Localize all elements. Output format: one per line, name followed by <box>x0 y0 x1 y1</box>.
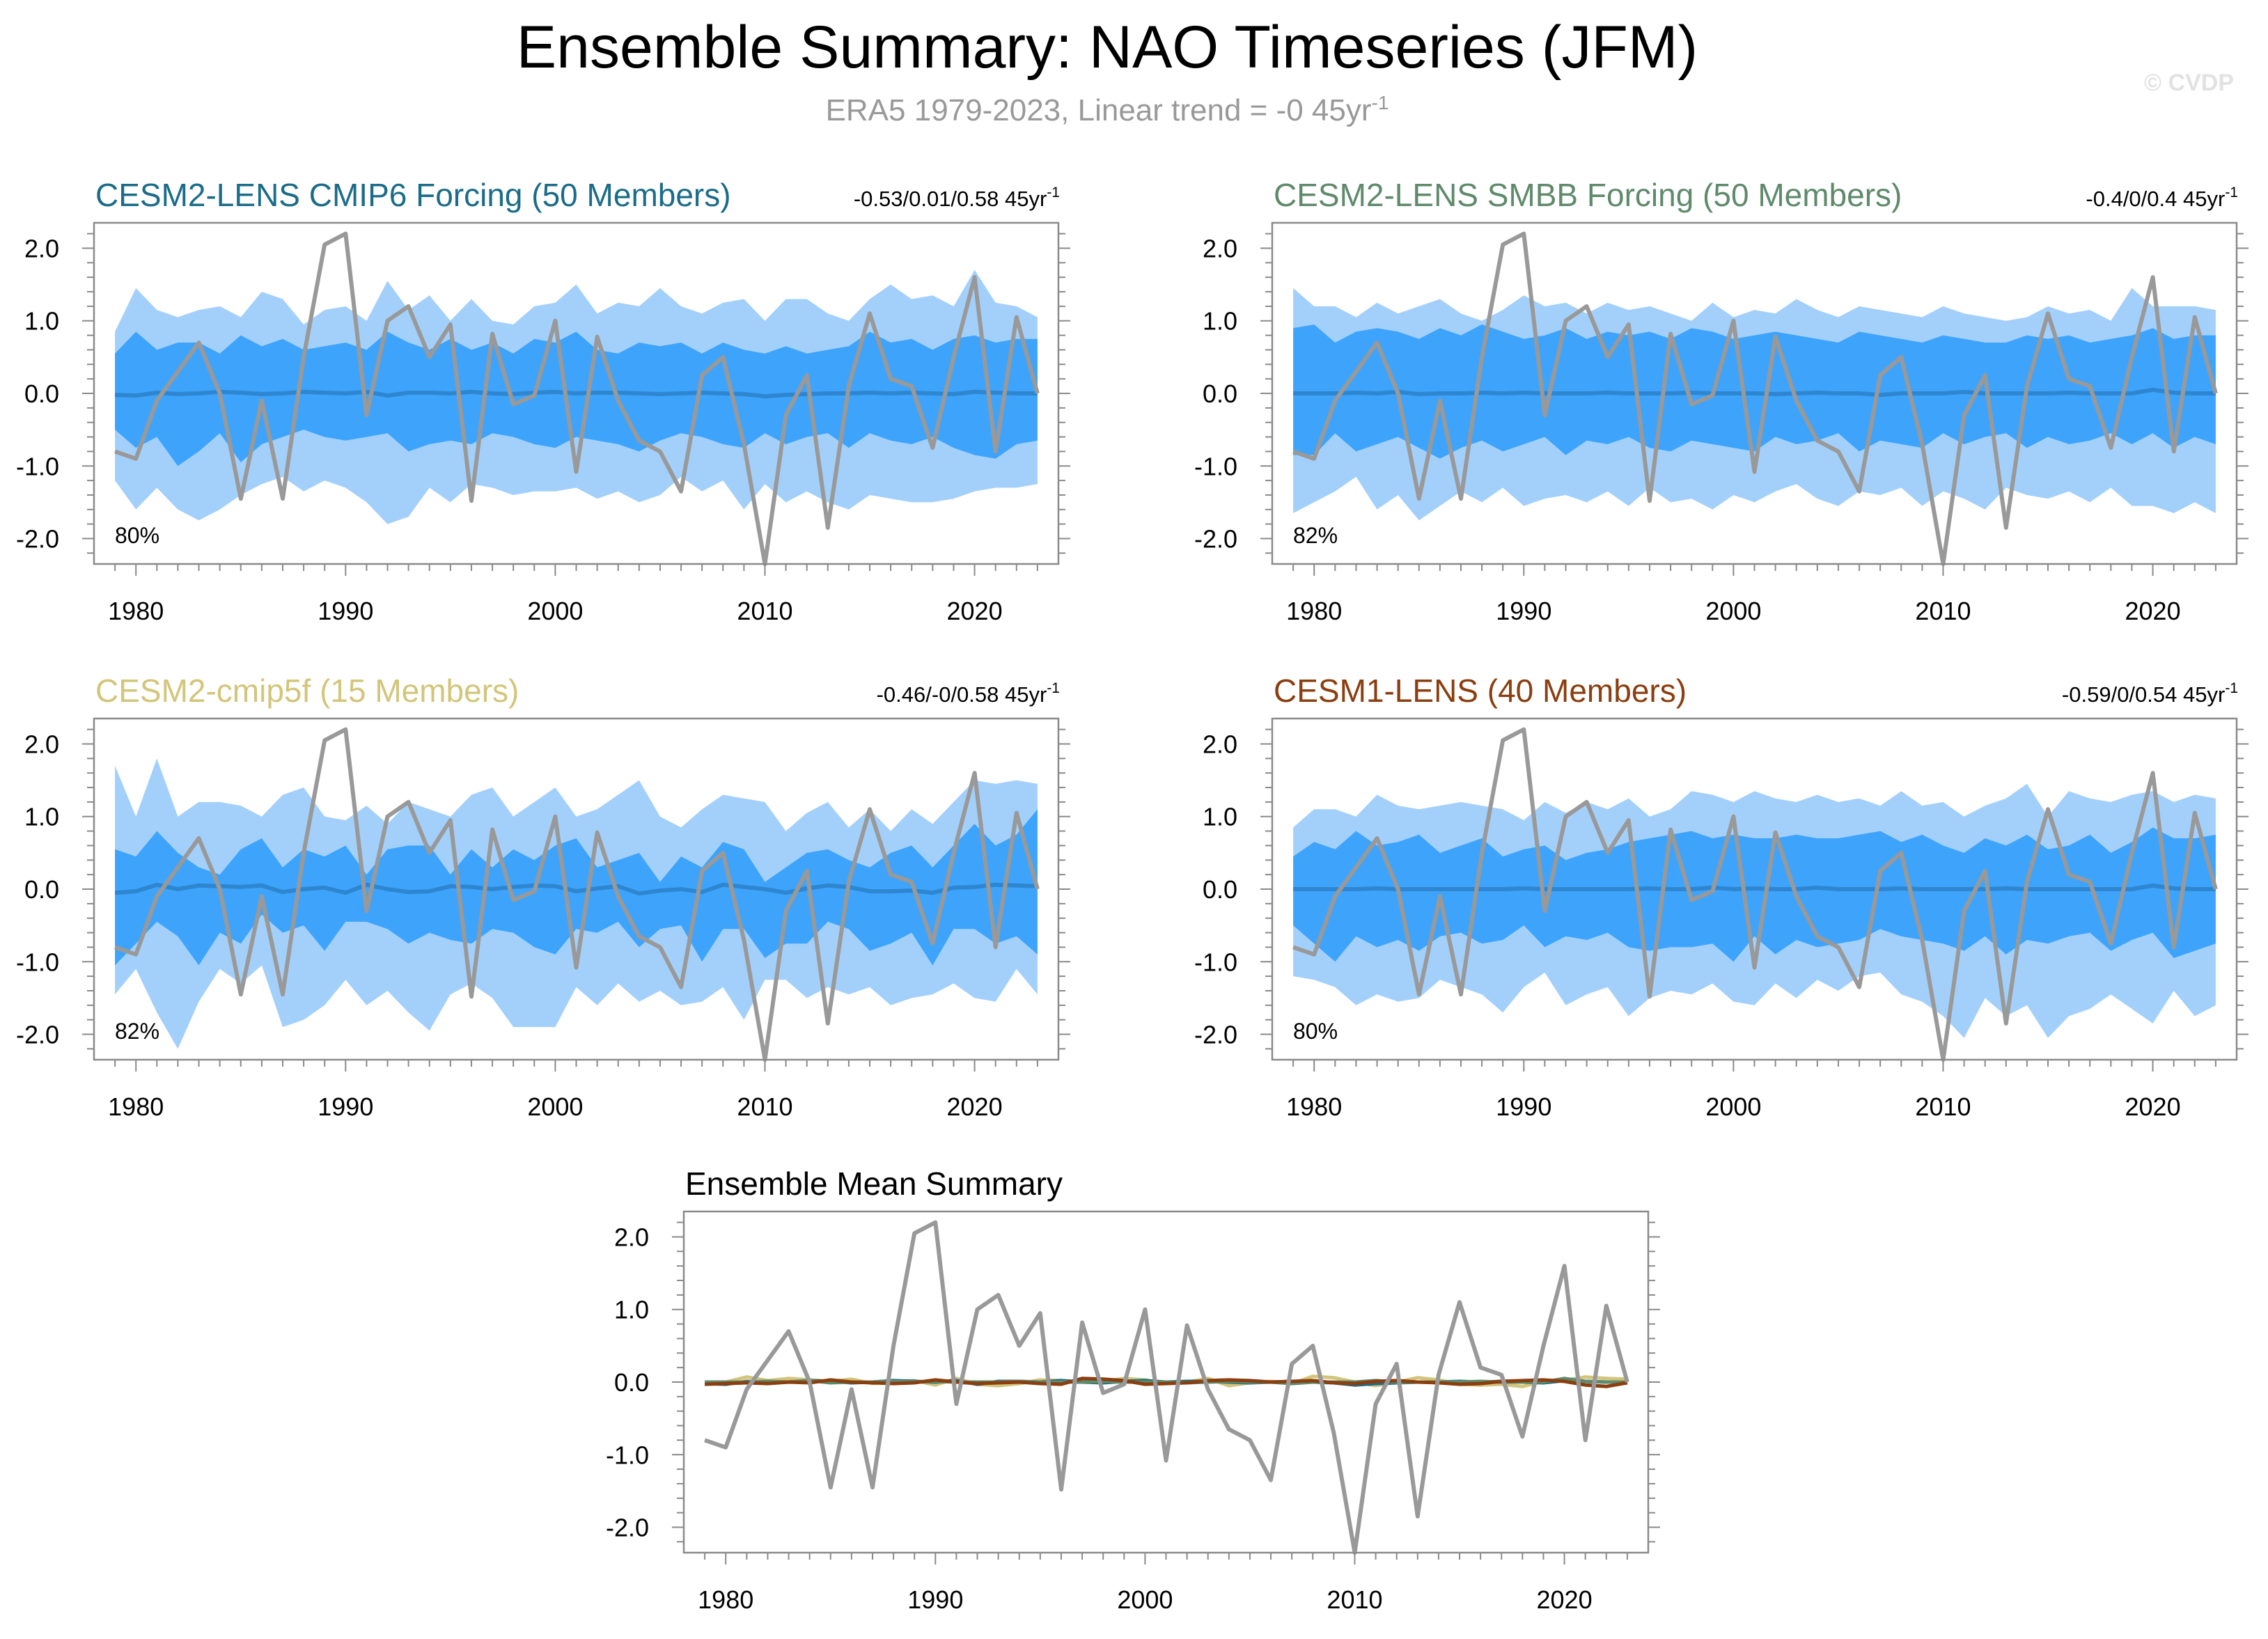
y-tick-label: 2.0 <box>24 730 59 758</box>
y-tick-label: -2.0 <box>606 1514 649 1542</box>
figure-title: Ensemble Summary: NAO Timeseries (JFM) <box>517 14 1698 81</box>
x-tick-label: 1980 <box>108 1092 164 1121</box>
y-tick-label: -1.0 <box>606 1441 649 1469</box>
x-tick-label: 1980 <box>698 1585 753 1614</box>
x-tick-label: 2020 <box>2125 1092 2181 1121</box>
x-tick-label: 2000 <box>527 1092 583 1121</box>
ensemble-mean-line <box>114 882 1038 896</box>
observed-nao-line <box>704 1220 1629 1555</box>
x-tick-label: 1990 <box>1496 597 1551 625</box>
x-tick-label: 1980 <box>1286 597 1342 625</box>
panel-title: CESM2-LENS SMBB Forcing (50 Members) <box>1274 177 1902 213</box>
y-tick-label: 2.0 <box>1203 730 1237 758</box>
x-tick-label: 1980 <box>108 597 164 625</box>
trend-stats: -0.46/-0/0.58 45yr-1 <box>877 680 1060 707</box>
panels-layer: 2.0 1.0 0.0 -1.0 -2.0 1980 1990 2000 2010 2020 CES… <box>16 177 2249 1614</box>
x-tick-label: 1980 <box>1286 1092 1342 1121</box>
y-tick-label: 2.0 <box>24 234 59 262</box>
y-tick-label: 1.0 <box>24 307 59 336</box>
observed-nao-line <box>114 231 1040 566</box>
percent-label: 80% <box>1293 1019 1338 1044</box>
panel-title: CESM1-LENS (40 Members) <box>1274 673 1687 709</box>
panel-title: CESM2-cmip5f (15 Members) <box>95 673 519 709</box>
percent-label: 82% <box>1293 523 1338 548</box>
inner-spread-band <box>115 331 1038 466</box>
y-axis: 2.0 1.0 0.0 -1.0 -2.0 <box>1194 233 2249 554</box>
percent-label: 80% <box>115 523 159 548</box>
y-tick-label: -2.0 <box>16 525 59 554</box>
x-tick-label: 1990 <box>907 1585 963 1614</box>
y-tick-label: 0.0 <box>614 1368 649 1397</box>
ensemble-mean-line <box>1293 387 2216 398</box>
y-tick-label: -1.0 <box>16 948 59 976</box>
trend-stats: -0.59/0/0.54 45yr-1 <box>2062 680 2238 707</box>
observed-nao-line <box>1292 231 2218 566</box>
x-tick-label: 2020 <box>1537 1585 1593 1614</box>
y-tick-label: -2.0 <box>1194 525 1237 554</box>
x-tick-label: 2000 <box>1705 1092 1761 1121</box>
observed-nao-line <box>114 727 1040 1062</box>
panel-cesm2-lens-cmip6: 2.0 1.0 0.0 -1.0 -2.0 1980 1990 2000 2010 2020 CES… <box>16 177 1070 625</box>
x-tick-label: 2000 <box>1117 1585 1173 1614</box>
x-axis: 1980 1990 2000 2010 2020 <box>108 564 1038 625</box>
y-tick-label: -1.0 <box>1194 452 1237 480</box>
inner-spread-band <box>115 809 1038 966</box>
x-tick-label: 1990 <box>318 1092 373 1121</box>
x-tick-label: 2010 <box>737 597 792 625</box>
figure-subtitle: ERA5 1979-2023, Linear trend = -0 45yr-1 <box>826 92 1389 127</box>
panel-title: Ensemble Mean Summary <box>685 1166 1063 1202</box>
x-tick-label: 2000 <box>1705 597 1761 625</box>
y-tick-label: -1.0 <box>16 452 59 480</box>
x-axis: 1980 1990 2000 2010 2020 <box>1286 1060 2216 1121</box>
x-axis: 1980 1990 2000 2010 2020 <box>1286 564 2216 625</box>
y-axis: 2.0 1.0 0.0 -1.0 -2.0 <box>16 233 1070 554</box>
y-tick-label: 0.0 <box>1203 379 1237 408</box>
y-tick-label: -2.0 <box>16 1021 59 1049</box>
inner-spread-band <box>1293 827 2216 962</box>
y-tick-label: 2.0 <box>1203 234 1237 262</box>
x-tick-label: 1990 <box>318 597 373 625</box>
x-axis: 1980 1990 2000 2010 2020 <box>698 1553 1628 1614</box>
panel-cesm2-lens-smbb: 2.0 1.0 0.0 -1.0 -2.0 1980 1990 2000 2010 2020 CES… <box>1194 177 2249 625</box>
panel-title: CESM2-LENS CMIP6 Forcing (50 Members) <box>95 177 731 213</box>
y-tick-label: 0.0 <box>1203 875 1237 904</box>
x-tick-label: 2020 <box>947 597 1003 625</box>
ensemble-mean-line-3 <box>705 1377 1628 1388</box>
trend-stats: -0.53/0.01/0.58 45yr-1 <box>854 185 1060 211</box>
y-tick-label: 1.0 <box>1203 307 1237 336</box>
x-tick-label: 1990 <box>1496 1092 1551 1121</box>
percent-label: 82% <box>115 1019 159 1044</box>
y-axis: 2.0 1.0 0.0 -1.0 -2.0 <box>606 1221 1660 1543</box>
x-tick-label: 2020 <box>2125 597 2181 625</box>
y-tick-label: 1.0 <box>1203 803 1237 831</box>
ensemble-mean-line <box>115 389 1038 399</box>
y-axis: 2.0 1.0 0.0 -1.0 -2.0 <box>16 728 1070 1050</box>
x-tick-label: 2020 <box>947 1092 1003 1121</box>
x-tick-label: 2010 <box>1327 1585 1382 1614</box>
panel-cesm2-cmip5f: 2.0 1.0 0.0 -1.0 -2.0 1980 1990 2000 2010 2020 CES… <box>16 673 1070 1121</box>
x-axis: 1980 1990 2000 2010 2020 <box>108 1060 1038 1121</box>
observed-nao-line <box>1292 727 2218 1062</box>
panel-cesm1-lens: 2.0 1.0 0.0 -1.0 -2.0 1980 1990 2000 2010 2020 CES… <box>1194 673 2249 1121</box>
y-tick-label: 0.0 <box>24 379 59 408</box>
x-tick-label: 2010 <box>737 1092 792 1121</box>
x-tick-label: 2010 <box>1915 597 1971 625</box>
y-tick-label: 1.0 <box>614 1296 649 1324</box>
cvdp-watermark: © CVDP <box>2144 70 2234 96</box>
x-tick-label: 2000 <box>527 597 583 625</box>
y-tick-label: 1.0 <box>24 803 59 831</box>
y-tick-label: -2.0 <box>1194 1021 1237 1049</box>
y-axis: 2.0 1.0 0.0 -1.0 -2.0 <box>1194 728 2249 1050</box>
y-tick-label: 2.0 <box>614 1223 649 1251</box>
ensemble-mean-line <box>1293 883 2216 891</box>
x-tick-label: 2010 <box>1915 1092 1971 1121</box>
y-tick-label: 0.0 <box>24 875 59 904</box>
trend-stats: -0.4/0/0.4 45yr-1 <box>2086 185 2238 211</box>
y-tick-label: -1.0 <box>1194 948 1237 976</box>
panel-ensemble-mean-summary: 2.0 1.0 0.0 -1.0 -2.0 1980 1990 2000 2010 2020 Ens… <box>606 1166 1660 1614</box>
